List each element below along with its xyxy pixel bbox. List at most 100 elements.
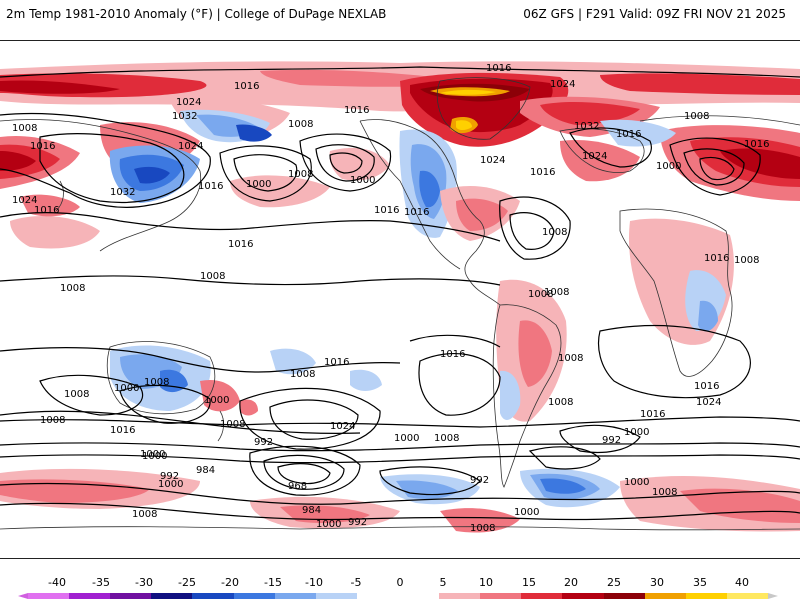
isobar-label: 1008 bbox=[12, 123, 37, 134]
model-run-info: 06Z GFS | F291 Valid: 09Z FRI NOV 21 202… bbox=[523, 7, 786, 21]
isobar-label: 1000 bbox=[624, 477, 649, 488]
colorbar-tick-label: -20 bbox=[221, 576, 239, 589]
isobar-label: 1032 bbox=[110, 187, 135, 198]
isobar-label: 1000 bbox=[158, 479, 183, 490]
isobar-label: 992 bbox=[602, 435, 621, 446]
colorbar-high-extend bbox=[768, 593, 778, 599]
isobar-label: 1016 bbox=[440, 349, 465, 360]
isobar-label: 1000 bbox=[246, 179, 271, 190]
isobar-label: 1032 bbox=[574, 121, 599, 132]
colorbar-tick-label: -15 bbox=[264, 576, 282, 589]
isobar-label: 1024 bbox=[12, 195, 37, 206]
isobar-label: 1000 bbox=[316, 519, 341, 530]
colorbar-segment bbox=[480, 593, 522, 599]
isobar-label: 1000 bbox=[142, 451, 167, 462]
colorbar-segment bbox=[69, 593, 111, 599]
isobar-label: 1016 bbox=[486, 63, 511, 74]
isobar-label: 1008 bbox=[40, 415, 65, 426]
isobar-label: 1008 bbox=[220, 419, 245, 430]
colorbar-tick-label: 15 bbox=[522, 576, 536, 589]
colorbar-tick-label: -35 bbox=[92, 576, 110, 589]
colorbar-segment bbox=[726, 593, 768, 599]
colorbar-tick-label: 5 bbox=[439, 576, 447, 589]
colorbar-tick-label: 40 bbox=[735, 576, 749, 589]
colorbar-segment bbox=[521, 593, 563, 599]
temperature-anomaly-map: 1016 1016 1024 1008 1032 1024 1016 1032 … bbox=[0, 40, 800, 559]
colorbar-tick-label: -25 bbox=[178, 576, 196, 589]
isobar-label: 1024 bbox=[582, 151, 607, 162]
isobar-label: 1024 bbox=[330, 421, 355, 432]
isobar-label: 1008 bbox=[200, 271, 225, 282]
colorbar-tick-label: 30 bbox=[650, 576, 664, 589]
header: 2m Temp 1981-2010 Anomaly (°F) | College… bbox=[0, 0, 800, 30]
colorbar-segment bbox=[356, 593, 398, 599]
isobar-label: 1016 bbox=[198, 181, 223, 192]
isobar-label: 1016 bbox=[404, 207, 429, 218]
colorbar-tick-label: 35 bbox=[693, 576, 707, 589]
isobar-label: 1016 bbox=[374, 205, 399, 216]
isobar-label: 1016 bbox=[324, 357, 349, 368]
isobar-label: 1008 bbox=[544, 287, 569, 298]
colorbar-segment bbox=[644, 593, 686, 599]
isobar-label: 1016 bbox=[34, 205, 59, 216]
coastlines bbox=[0, 77, 800, 531]
isobar-label: 1000 bbox=[624, 427, 649, 438]
colorbar-tick-label: 0 bbox=[396, 576, 404, 589]
colorbar-segment bbox=[315, 593, 357, 599]
isobar-label: 1000 bbox=[656, 161, 681, 172]
colorbar-tick-label: 20 bbox=[564, 576, 578, 589]
isobar-label: 1000 bbox=[350, 175, 375, 186]
isobar-label: 1008 bbox=[542, 227, 567, 238]
isobar-label: 984 bbox=[196, 465, 215, 476]
isobar-label: 1016 bbox=[616, 129, 641, 140]
colorbar-segment bbox=[192, 593, 234, 599]
colorbar-tick-label: -10 bbox=[305, 576, 323, 589]
colorbar-legend: -40 -35 -30 -25 -20 -15 -10 -5 0 5 10 15… bbox=[0, 576, 800, 600]
colorbar-segment bbox=[151, 593, 193, 599]
isobar-label: 1008 bbox=[548, 397, 573, 408]
colorbar-segment bbox=[603, 593, 645, 599]
colorbar-tick-label: -30 bbox=[135, 576, 153, 589]
isobar-label: 1000 bbox=[140, 449, 165, 460]
isobar-label: 1024 bbox=[178, 141, 203, 152]
isobar-label: 992 bbox=[254, 437, 273, 448]
colorbar-segment bbox=[439, 593, 481, 599]
isobar-label: 992 bbox=[348, 517, 367, 528]
isobar-label: 1008 bbox=[144, 377, 169, 388]
isobar-label: 1016 bbox=[234, 81, 259, 92]
isobar-label: 1016 bbox=[694, 381, 719, 392]
isobar-label: 1008 bbox=[434, 433, 459, 444]
colorbar-segment bbox=[397, 593, 440, 599]
isobar-label: 1008 bbox=[684, 111, 709, 122]
isobar-label: 1016 bbox=[744, 139, 769, 150]
isobar-label: 1008 bbox=[60, 283, 85, 294]
colorbar-tick-label: -40 bbox=[48, 576, 66, 589]
colorbar-segment bbox=[274, 593, 316, 599]
isobar-labels: 1016 1016 1024 1008 1032 1024 1016 1032 … bbox=[12, 63, 769, 534]
map-title: 2m Temp 1981-2010 Anomaly (°F) | College… bbox=[6, 7, 387, 21]
isobar-label: 1000 bbox=[394, 433, 419, 444]
isobar-label: 1016 bbox=[30, 141, 55, 152]
colorbar-gradient bbox=[28, 593, 768, 599]
colorbar-tick-label: -5 bbox=[350, 576, 362, 589]
isobar-label: 1016 bbox=[530, 167, 555, 178]
colorbar-segment bbox=[28, 593, 70, 599]
isobar-label: 1016 bbox=[704, 253, 729, 264]
isobar-contours bbox=[0, 66, 800, 521]
isobar-label: 1000 bbox=[114, 383, 139, 394]
isobar-label: 1008 bbox=[470, 523, 495, 534]
isobar-label: 1032 bbox=[172, 111, 197, 122]
isobar-label: 1000 bbox=[204, 395, 229, 406]
isobar-label: 1016 bbox=[228, 239, 253, 250]
colorbar-segment bbox=[562, 593, 604, 599]
isobar-label: 1008 bbox=[652, 487, 677, 498]
isobar-label: 1008 bbox=[132, 509, 157, 520]
isobar-label: 1024 bbox=[480, 155, 505, 166]
isobar-label: 968 bbox=[288, 481, 307, 492]
colorbar-tick-label: 10 bbox=[479, 576, 493, 589]
isobar-label: 1008 bbox=[558, 353, 583, 364]
isobar-label: 1008 bbox=[64, 389, 89, 400]
isobar-label: 1008 bbox=[288, 169, 313, 180]
isobar-label: 984 bbox=[302, 505, 321, 516]
isobar-label: 992 bbox=[470, 475, 489, 486]
